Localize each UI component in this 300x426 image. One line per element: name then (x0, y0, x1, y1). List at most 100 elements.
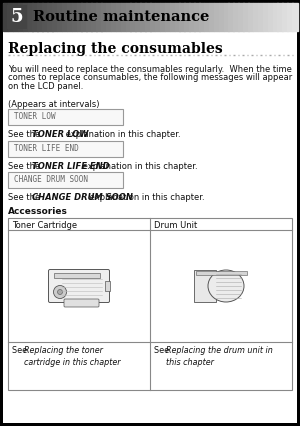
Bar (160, 3, 165, 31)
Bar (8, 218, 292, 390)
Text: Replacing the consumables: Replacing the consumables (8, 42, 223, 56)
Bar (292, 3, 298, 31)
Text: Routine maintenance: Routine maintenance (33, 10, 209, 24)
Bar (57, 3, 62, 31)
Bar (8, 141, 123, 157)
Text: explanation in this chapter.: explanation in this chapter. (63, 130, 181, 139)
Bar (214, 3, 219, 31)
Bar (199, 3, 204, 31)
Text: See the: See the (8, 162, 43, 171)
Bar (121, 3, 126, 31)
Bar (116, 3, 121, 31)
Bar (272, 3, 278, 31)
Bar (179, 3, 185, 31)
Bar (52, 3, 57, 31)
Text: explanation in this chapter.: explanation in this chapter. (87, 193, 204, 202)
Text: 5: 5 (11, 8, 23, 26)
Bar (150, 3, 155, 31)
Bar (248, 3, 254, 31)
Text: TONER LIFE END: TONER LIFE END (14, 144, 79, 153)
Bar (155, 3, 160, 31)
Text: Replacing the drum unit in
this chapter: Replacing the drum unit in this chapter (166, 346, 273, 367)
Bar (22, 3, 28, 31)
Bar (194, 270, 215, 302)
Bar (278, 3, 283, 31)
Bar (145, 3, 151, 31)
Bar (258, 3, 263, 31)
Bar (54, 273, 100, 278)
Text: TONER LIFE END: TONER LIFE END (32, 162, 110, 171)
Bar (165, 3, 170, 31)
Bar (130, 3, 136, 31)
Circle shape (53, 285, 67, 299)
Bar (140, 3, 145, 31)
Bar (204, 3, 209, 31)
Bar (224, 3, 229, 31)
Bar (32, 3, 38, 31)
Text: You will need to replace the consumables regularly.  When the time: You will need to replace the consumables… (8, 65, 292, 74)
Bar (189, 3, 195, 31)
Bar (3, 3, 8, 31)
Circle shape (58, 290, 62, 294)
Bar (184, 3, 190, 31)
Text: TONER LOW: TONER LOW (32, 130, 89, 139)
Bar (253, 3, 258, 31)
Bar (263, 3, 268, 31)
Bar (111, 3, 116, 31)
Bar (8, 3, 13, 31)
Bar (96, 3, 101, 31)
Bar (105, 281, 110, 291)
Text: on the LCD panel.: on the LCD panel. (8, 82, 83, 91)
Text: See the: See the (8, 130, 43, 139)
Text: explanation in this chapter.: explanation in this chapter. (80, 162, 198, 171)
Bar (233, 3, 239, 31)
FancyBboxPatch shape (64, 299, 99, 307)
Bar (209, 3, 214, 31)
Bar (28, 3, 33, 31)
Bar (175, 3, 180, 31)
Bar (125, 3, 131, 31)
Bar (282, 3, 288, 31)
Bar (169, 3, 175, 31)
Bar (47, 3, 52, 31)
Text: comes to replace consumables, the following messages will appear: comes to replace consumables, the follow… (8, 74, 292, 83)
Bar (219, 3, 224, 31)
Text: CHANGE DRUM SOON: CHANGE DRUM SOON (32, 193, 133, 202)
Bar (194, 3, 200, 31)
Bar (76, 3, 82, 31)
Bar (91, 3, 97, 31)
Bar (72, 3, 77, 31)
Bar (8, 109, 123, 125)
Bar (7, 5, 27, 29)
Text: CHANGE DRUM SOON: CHANGE DRUM SOON (14, 175, 88, 184)
Bar (101, 3, 106, 31)
Bar (62, 3, 67, 31)
Bar (287, 3, 292, 31)
Bar (37, 3, 43, 31)
Bar (243, 3, 248, 31)
Text: Accessories: Accessories (8, 207, 68, 216)
Text: TONER LOW: TONER LOW (14, 112, 56, 121)
Bar (42, 3, 48, 31)
Text: See: See (12, 346, 30, 355)
Ellipse shape (208, 270, 244, 302)
FancyBboxPatch shape (49, 270, 110, 302)
Text: Replacing the toner
cartridge in this chapter: Replacing the toner cartridge in this ch… (24, 346, 121, 367)
Bar (196, 271, 247, 275)
Bar (135, 3, 141, 31)
Text: See: See (154, 346, 172, 355)
Bar (81, 3, 87, 31)
Bar (238, 3, 244, 31)
Bar (86, 3, 92, 31)
Text: Drum Unit: Drum Unit (154, 221, 197, 230)
Bar (268, 3, 273, 31)
Bar (13, 3, 18, 31)
Bar (228, 3, 234, 31)
Bar (18, 3, 23, 31)
Bar (67, 3, 72, 31)
Text: (Appears at intervals): (Appears at intervals) (8, 100, 100, 109)
Bar (8, 172, 123, 188)
Text: See the: See the (8, 193, 43, 202)
Text: Toner Cartridge: Toner Cartridge (12, 221, 77, 230)
Bar (106, 3, 111, 31)
